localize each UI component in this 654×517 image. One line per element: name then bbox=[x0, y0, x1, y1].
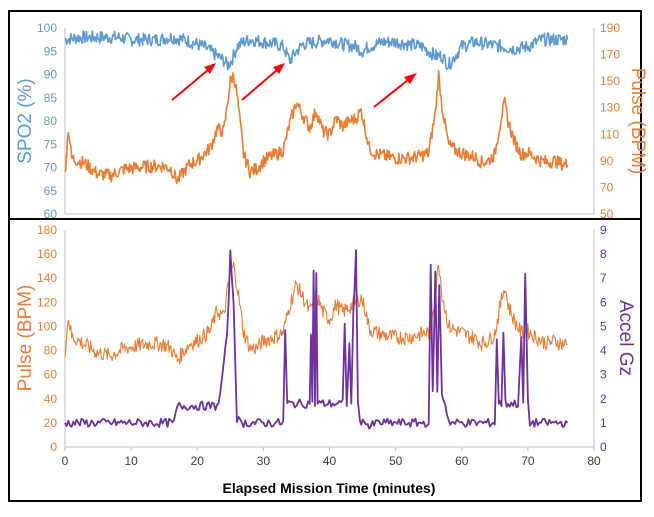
top-spo2-line bbox=[64, 30, 569, 71]
top-left-tick-100: 100 bbox=[37, 21, 57, 35]
top-right-tick-70: 70 bbox=[600, 180, 614, 194]
top-pulse-line bbox=[64, 69, 569, 185]
bottom-right-tick-2: 2 bbox=[600, 392, 607, 406]
top-left-tick-60: 60 bbox=[44, 207, 58, 221]
top-right-tick-50: 50 bbox=[600, 207, 614, 221]
top-left-tick-85: 85 bbox=[44, 91, 58, 105]
bottom-right-tick-labels: 0 1 2 3 4 5 6 7 8 9 bbox=[600, 223, 607, 454]
figure-border bbox=[8, 10, 642, 502]
bottom-right-tick-9: 9 bbox=[600, 223, 607, 237]
bottom-left-tick-180: 180 bbox=[37, 223, 57, 237]
x-tick-60: 60 bbox=[455, 454, 469, 468]
top-left-tick-80: 80 bbox=[44, 114, 58, 128]
bottom-right-tick-5: 5 bbox=[600, 319, 607, 333]
top-right-axis-label: Pulse (BPM) bbox=[627, 68, 648, 175]
arrow-3 bbox=[373, 73, 417, 108]
bottom-left-tick-0: 0 bbox=[50, 440, 57, 454]
top-right-tick-90: 90 bbox=[600, 154, 614, 168]
top-left-tick-65: 65 bbox=[44, 184, 58, 198]
top-left-tick-90: 90 bbox=[44, 68, 58, 82]
bottom-right-tick-4: 4 bbox=[600, 344, 607, 358]
x-tick-40: 40 bbox=[323, 454, 337, 468]
top-right-tick-150: 150 bbox=[600, 74, 620, 88]
pulse-accel-panel: 0 20 40 60 80 100 120 140 160 180 0 1 2 3 4 5 6 7 8 9 0 10 2… bbox=[15, 223, 636, 496]
top-left-tick-labels: 60 65 70 75 80 85 90 95 100 bbox=[37, 21, 57, 221]
bottom-left-tick-40: 40 bbox=[44, 392, 58, 406]
bottom-left-tick-120: 120 bbox=[37, 295, 57, 309]
bottom-right-tick-6: 6 bbox=[600, 295, 607, 309]
x-tick-10: 10 bbox=[124, 454, 138, 468]
bottom-right-tick-7: 7 bbox=[600, 271, 607, 285]
x-tick-30: 30 bbox=[257, 454, 271, 468]
top-left-tick-70: 70 bbox=[44, 161, 58, 175]
bottom-series-lines bbox=[64, 249, 569, 430]
bottom-left-tick-80: 80 bbox=[44, 344, 58, 358]
top-right-tick-190: 190 bbox=[600, 21, 620, 35]
top-right-tick-110: 110 bbox=[600, 127, 619, 141]
bottom-left-tick-60: 60 bbox=[44, 368, 58, 382]
top-right-tick-labels: 50 70 90 110 130 150 170 190 bbox=[600, 21, 620, 221]
arrow-2 bbox=[241, 63, 285, 101]
bottom-left-tick-160: 160 bbox=[37, 247, 57, 261]
x-tick-50: 50 bbox=[389, 454, 403, 468]
top-left-axis-label: SPO2 (%) bbox=[15, 78, 36, 164]
x-axis-label: Elapsed Mission Time (minutes) bbox=[223, 480, 436, 496]
bottom-left-tick-140: 140 bbox=[37, 271, 57, 285]
bottom-accel-gz-line bbox=[64, 249, 569, 430]
top-series-lines bbox=[64, 30, 569, 185]
x-tick-70: 70 bbox=[521, 454, 535, 468]
bottom-left-tick-20: 20 bbox=[44, 416, 58, 430]
x-tick-80: 80 bbox=[587, 454, 601, 468]
top-right-tick-170: 170 bbox=[600, 48, 620, 62]
bottom-left-tick-labels: 0 20 40 60 80 100 120 140 160 180 bbox=[37, 223, 57, 454]
top-left-tick-75: 75 bbox=[44, 137, 58, 151]
bottom-right-tick-8: 8 bbox=[600, 247, 607, 261]
bottom-left-tick-100: 100 bbox=[37, 319, 57, 333]
annotation-arrows bbox=[171, 63, 417, 108]
bottom-right-tick-3: 3 bbox=[600, 368, 607, 382]
top-left-tick-95: 95 bbox=[44, 44, 58, 58]
top-right-tick-130: 130 bbox=[600, 101, 620, 115]
bottom-x-tick-labels: 0 10 20 30 40 50 60 70 80 bbox=[62, 447, 601, 468]
bottom-right-axis-label: Accel Gz bbox=[615, 300, 636, 376]
spo2-pulse-panel: 60 65 70 75 80 85 90 95 100 50 70 90 110 130 150 170 19… bbox=[15, 21, 648, 221]
bottom-right-tick-0: 0 bbox=[600, 440, 607, 454]
bottom-left-axis-label: Pulse (BPM) bbox=[15, 285, 36, 392]
arrow-1 bbox=[171, 63, 216, 101]
bottom-right-tick-1: 1 bbox=[600, 416, 607, 430]
x-tick-20: 20 bbox=[191, 454, 205, 468]
x-tick-0: 0 bbox=[62, 454, 69, 468]
